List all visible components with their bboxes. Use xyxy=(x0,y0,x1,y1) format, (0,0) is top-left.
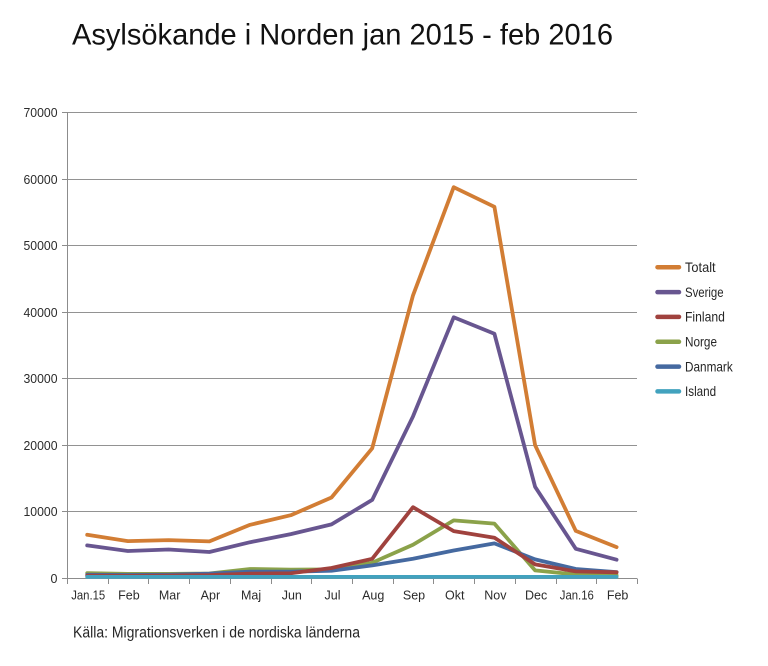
svg-text:Sep: Sep xyxy=(403,589,425,603)
svg-text:0: 0 xyxy=(51,572,58,586)
svg-text:Jul: Jul xyxy=(325,589,341,603)
svg-text:Danmark: Danmark xyxy=(685,358,734,374)
svg-text:Jun: Jun xyxy=(282,589,302,603)
svg-text:Jan.15: Jan.15 xyxy=(71,589,105,603)
svg-text:Jan.16: Jan.16 xyxy=(560,589,594,603)
svg-text:Okt: Okt xyxy=(445,589,465,603)
svg-text:Sverige: Sverige xyxy=(685,284,724,300)
svg-text:60000: 60000 xyxy=(24,173,58,187)
svg-text:Asylsökande i Norden jan 2015: Asylsökande i Norden jan 2015 - feb 2016 xyxy=(72,19,613,52)
svg-text:Maj: Maj xyxy=(241,589,261,603)
svg-text:Feb: Feb xyxy=(118,589,140,603)
svg-text:50000: 50000 xyxy=(24,239,58,253)
svg-text:Norge: Norge xyxy=(685,334,717,350)
svg-text:Källa: Migrationsverken i de n: Källa: Migrationsverken i de nordiska lä… xyxy=(73,625,360,642)
svg-text:Dec: Dec xyxy=(525,589,547,603)
svg-text:20000: 20000 xyxy=(24,439,58,453)
svg-text:Aug: Aug xyxy=(362,589,384,603)
svg-text:Mar: Mar xyxy=(159,589,181,603)
svg-text:Feb: Feb xyxy=(607,589,629,603)
svg-text:Apr: Apr xyxy=(201,589,220,603)
svg-text:Nov: Nov xyxy=(484,589,507,603)
svg-text:30000: 30000 xyxy=(24,372,58,386)
svg-text:40000: 40000 xyxy=(24,306,58,320)
svg-text:10000: 10000 xyxy=(24,505,58,519)
svg-text:70000: 70000 xyxy=(24,106,58,120)
svg-text:Finland: Finland xyxy=(685,309,725,325)
svg-text:Totalt: Totalt xyxy=(685,259,716,275)
svg-text:Island: Island xyxy=(685,383,716,399)
